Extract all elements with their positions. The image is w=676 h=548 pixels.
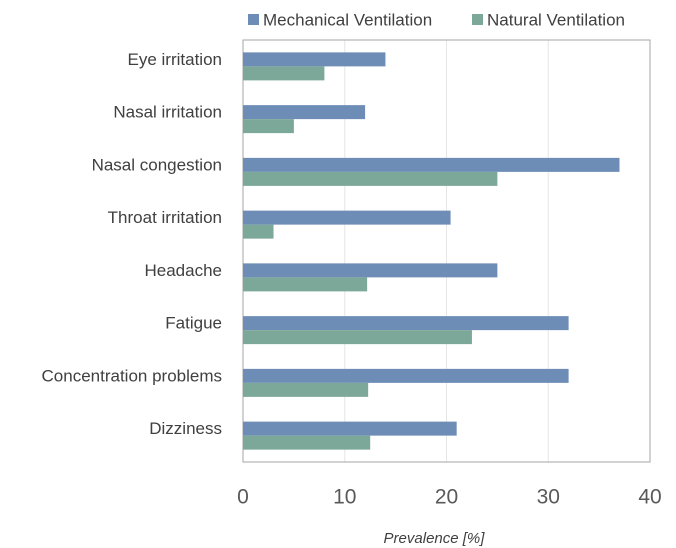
bar: [243, 330, 472, 345]
bar: [243, 368, 569, 383]
bar: [243, 224, 274, 239]
bar: [243, 66, 325, 81]
bar: [243, 316, 569, 331]
y-tick-label: Eye irritation: [128, 50, 222, 69]
x-axis-label: Prevalence [%]: [384, 530, 486, 547]
y-tick-label: Headache: [144, 261, 222, 280]
x-tick-label: 30: [537, 486, 560, 509]
legend-swatch: [248, 14, 259, 25]
bar: [243, 435, 371, 450]
bar: [243, 171, 498, 186]
bar: [243, 157, 620, 172]
bar: [243, 421, 457, 436]
y-tick-label: Dizziness: [149, 419, 222, 438]
y-tick-label: Nasal congestion: [92, 155, 222, 174]
x-tick-label: 0: [237, 486, 249, 509]
x-tick-label: 40: [638, 486, 661, 509]
legend-swatch: [472, 14, 483, 25]
y-tick-label: Concentration problems: [42, 366, 222, 385]
x-tick-label: 10: [333, 486, 356, 509]
bar: [243, 382, 369, 397]
bar: [243, 263, 498, 278]
bar: [243, 105, 366, 120]
y-tick-label: Nasal irritation: [113, 103, 222, 122]
legend-label: Natural Ventilation: [487, 10, 625, 29]
y-tick-label: Fatigue: [165, 314, 222, 333]
bar: [243, 119, 294, 134]
bar: [243, 277, 368, 292]
x-tick-label: 20: [435, 486, 458, 509]
bar: [243, 210, 451, 225]
legend-label: Mechanical Ventilation: [263, 10, 432, 29]
y-tick-label: Throat irritation: [108, 208, 222, 227]
plot-border: [242, 39, 651, 463]
bar: [243, 52, 386, 67]
